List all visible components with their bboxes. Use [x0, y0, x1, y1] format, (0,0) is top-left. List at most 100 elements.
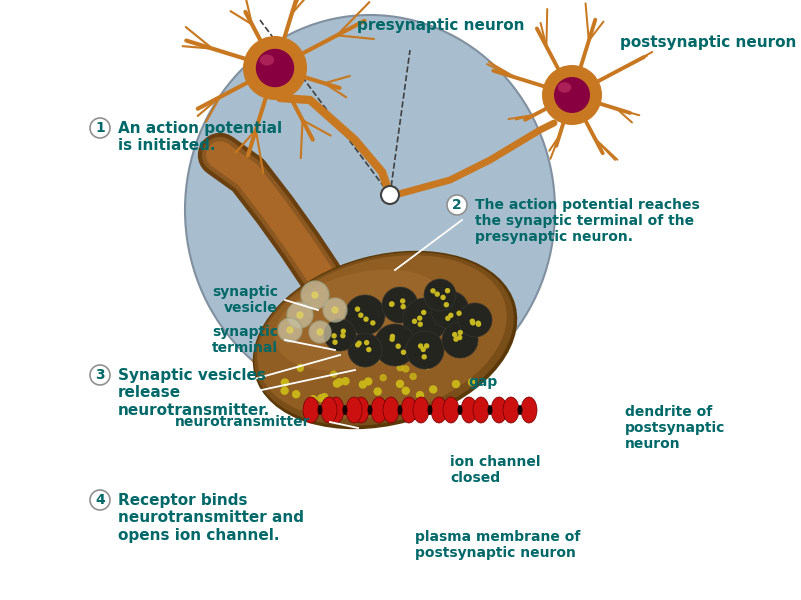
Circle shape	[421, 347, 425, 352]
Circle shape	[318, 395, 325, 402]
Ellipse shape	[443, 397, 459, 423]
Circle shape	[364, 341, 368, 344]
Circle shape	[477, 321, 481, 325]
Circle shape	[422, 355, 426, 359]
Ellipse shape	[275, 269, 445, 371]
Polygon shape	[295, 388, 445, 398]
Ellipse shape	[401, 397, 417, 423]
Ellipse shape	[542, 65, 602, 125]
Ellipse shape	[257, 255, 507, 419]
Text: 2: 2	[452, 198, 462, 212]
Text: plasma membrane of
postsynaptic neuron: plasma membrane of postsynaptic neuron	[415, 530, 581, 560]
Circle shape	[324, 319, 356, 351]
Circle shape	[90, 118, 110, 138]
Circle shape	[341, 329, 345, 333]
Ellipse shape	[521, 397, 537, 423]
Text: gap: gap	[468, 375, 497, 389]
Circle shape	[309, 321, 331, 343]
Ellipse shape	[557, 82, 571, 93]
Circle shape	[424, 279, 456, 311]
Circle shape	[331, 371, 336, 377]
Circle shape	[390, 302, 394, 306]
Circle shape	[445, 303, 449, 307]
Ellipse shape	[431, 397, 447, 423]
Circle shape	[445, 289, 449, 293]
Circle shape	[336, 379, 343, 386]
Circle shape	[390, 337, 394, 341]
Ellipse shape	[317, 405, 323, 415]
Circle shape	[359, 313, 363, 317]
Circle shape	[380, 375, 386, 381]
Circle shape	[435, 292, 439, 296]
Ellipse shape	[517, 405, 522, 415]
Circle shape	[454, 337, 458, 341]
Text: synaptic
vesicle: synaptic vesicle	[212, 285, 278, 315]
Circle shape	[425, 363, 431, 369]
Text: neurotransmitter: neurotransmitter	[175, 415, 311, 429]
Circle shape	[389, 302, 393, 306]
Circle shape	[332, 334, 336, 338]
Circle shape	[317, 329, 323, 335]
Circle shape	[458, 303, 492, 337]
Text: 4: 4	[95, 493, 105, 507]
Circle shape	[470, 319, 474, 323]
Text: The action potential reaches
the synaptic terminal of the
presynaptic neuron.: The action potential reaches the synapti…	[475, 198, 700, 244]
Circle shape	[431, 291, 469, 329]
Circle shape	[371, 321, 375, 325]
Ellipse shape	[254, 252, 513, 426]
Circle shape	[477, 322, 481, 326]
Circle shape	[419, 344, 423, 348]
Circle shape	[342, 377, 349, 385]
Circle shape	[406, 331, 444, 369]
Circle shape	[457, 311, 461, 315]
Circle shape	[469, 379, 476, 386]
Circle shape	[425, 344, 429, 348]
Circle shape	[367, 347, 371, 352]
Ellipse shape	[353, 397, 369, 423]
Text: Receptor binds
neurotransmitter and
opens ion channel.: Receptor binds neurotransmitter and open…	[118, 493, 304, 543]
Circle shape	[360, 381, 366, 388]
Circle shape	[417, 392, 424, 398]
Ellipse shape	[397, 405, 402, 415]
Circle shape	[90, 490, 110, 510]
Text: dendrite of
postsynaptic
neuron: dendrite of postsynaptic neuron	[625, 405, 726, 451]
Text: postsynaptic neuron: postsynaptic neuron	[620, 35, 796, 50]
Text: 3: 3	[95, 368, 105, 382]
Circle shape	[447, 195, 467, 215]
Circle shape	[429, 386, 437, 393]
Ellipse shape	[343, 405, 348, 415]
Ellipse shape	[554, 77, 590, 113]
Circle shape	[333, 380, 340, 387]
Circle shape	[364, 378, 372, 385]
Circle shape	[400, 299, 405, 303]
Ellipse shape	[413, 397, 429, 423]
Ellipse shape	[371, 397, 387, 423]
Circle shape	[310, 396, 316, 403]
Circle shape	[323, 298, 347, 322]
Ellipse shape	[503, 397, 519, 423]
Circle shape	[417, 316, 421, 320]
Ellipse shape	[473, 397, 489, 423]
Circle shape	[297, 365, 304, 371]
Circle shape	[410, 373, 417, 379]
Ellipse shape	[303, 397, 319, 423]
Circle shape	[446, 316, 450, 320]
Circle shape	[90, 365, 110, 385]
Circle shape	[301, 281, 329, 309]
Circle shape	[364, 317, 368, 321]
Circle shape	[332, 307, 338, 313]
Ellipse shape	[346, 397, 362, 423]
Circle shape	[356, 343, 360, 347]
Circle shape	[374, 324, 416, 366]
Text: presynaptic neuron: presynaptic neuron	[357, 18, 525, 33]
Circle shape	[281, 379, 288, 386]
Text: ion channel
closed: ion channel closed	[450, 455, 541, 485]
Circle shape	[321, 394, 328, 401]
Circle shape	[333, 340, 337, 344]
Circle shape	[471, 321, 475, 325]
Circle shape	[287, 327, 293, 333]
Circle shape	[442, 322, 478, 358]
Circle shape	[401, 305, 405, 308]
Ellipse shape	[383, 397, 399, 423]
Text: An action potential
is initiated.: An action potential is initiated.	[118, 121, 282, 154]
